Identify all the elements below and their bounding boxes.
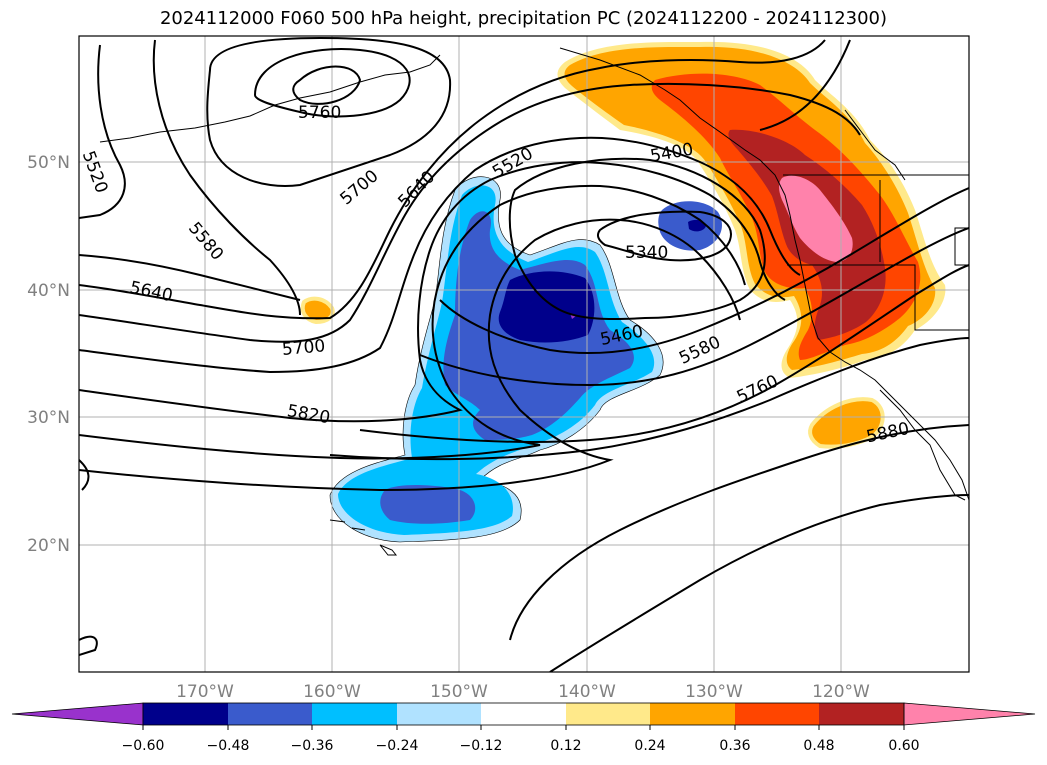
colorbar-tick-label: 0.36 xyxy=(719,738,750,754)
height-contours xyxy=(79,36,969,672)
lon-label: 160°W xyxy=(303,682,361,702)
precipitation-fields xyxy=(300,41,946,543)
colorbar-segment xyxy=(566,703,650,725)
neg-region-048-b xyxy=(380,485,476,524)
contour-label: 5340 xyxy=(625,243,668,263)
map-frame xyxy=(78,35,970,673)
lat-label: 20°N xyxy=(27,536,70,556)
colorbar-segment xyxy=(735,703,819,725)
colorbar: −0.60 −0.48 −0.36 −0.24 −0.12 0.12 0.24 … xyxy=(11,702,1036,754)
longitude-labels: 170°W 160°W 150°W 140°W 130°W 120°W xyxy=(176,682,870,702)
pos-region-small-2 xyxy=(808,397,885,449)
colorbar-tick-label: −0.48 xyxy=(207,738,250,754)
colorbar-tick-label: −0.24 xyxy=(376,738,419,754)
colorbar-segment xyxy=(312,703,397,725)
colorbar-tick-label: 0.24 xyxy=(634,738,665,754)
colorbar-min-extension xyxy=(11,702,144,726)
pos-region-060 xyxy=(779,175,853,262)
colorbar-segment xyxy=(481,703,566,725)
colorbar-segment xyxy=(650,703,735,725)
latitude-labels: 50°N 40°N 30°N 20°N xyxy=(27,153,70,556)
lat-label: 30°N xyxy=(27,408,70,428)
colorbar-segment xyxy=(143,703,228,725)
neg-region-060 xyxy=(498,271,595,343)
lon-label: 170°W xyxy=(176,682,234,702)
lat-label: 40°N xyxy=(27,281,70,301)
colorbar-tick-label: −0.36 xyxy=(291,738,334,754)
colorbar-max-extension xyxy=(903,702,1036,726)
colorbar-tick-label: 0.60 xyxy=(888,738,919,754)
lon-label: 120°W xyxy=(812,682,870,702)
map-title: 2024112000 F060 500 hPa height, precipit… xyxy=(159,8,888,29)
colorbar-segment xyxy=(397,703,481,725)
colorbar-segment xyxy=(819,703,904,725)
colorbar-tick-label: 0.12 xyxy=(550,738,581,754)
contour-label: 5760 xyxy=(298,103,341,123)
lon-label: 150°W xyxy=(430,682,488,702)
colorbar-segment xyxy=(228,703,312,725)
lat-label: 50°N xyxy=(27,153,70,173)
colorbar-tick-label: −0.60 xyxy=(122,738,165,754)
lon-label: 130°W xyxy=(685,682,743,702)
colorbar-tick-label: 0.48 xyxy=(803,738,834,754)
graticule xyxy=(79,36,969,672)
contour-label: 5700 xyxy=(281,336,326,360)
colorbar-tick-label: −0.12 xyxy=(460,738,503,754)
neg-region-060-b xyxy=(688,219,706,232)
lon-label: 140°W xyxy=(558,682,616,702)
